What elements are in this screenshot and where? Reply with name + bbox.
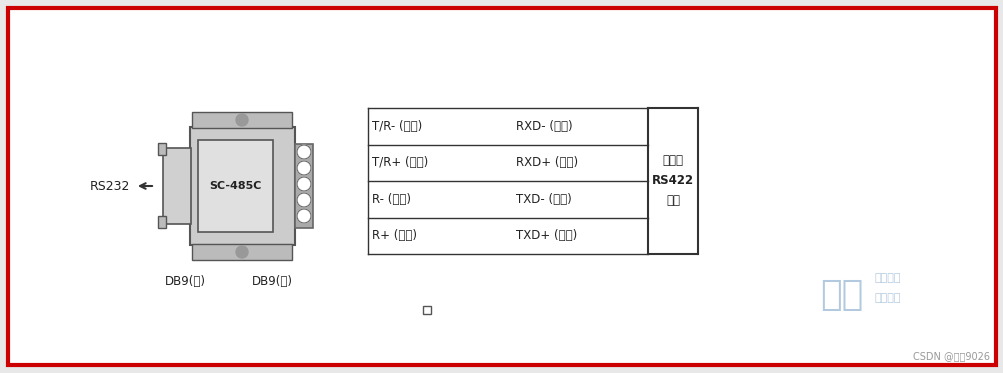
Bar — [295, 144, 313, 228]
Text: DB9(针): DB9(针) — [251, 275, 292, 288]
Text: TXD- (发送): TXD- (发送) — [516, 193, 571, 206]
Text: T/R+ (发送): T/R+ (发送) — [372, 156, 428, 169]
Text: 正版软件: 正版软件 — [875, 273, 901, 283]
Circle shape — [297, 145, 311, 159]
Bar — [157, 216, 165, 228]
Text: CSDN @木有9026: CSDN @木有9026 — [912, 351, 989, 361]
Text: SC-485C: SC-485C — [209, 181, 261, 191]
Bar — [157, 143, 165, 155]
Circle shape — [236, 114, 248, 126]
Bar — [198, 140, 273, 232]
Text: RS422: RS422 — [651, 175, 693, 188]
Circle shape — [297, 161, 311, 175]
Circle shape — [297, 209, 311, 223]
Bar — [192, 112, 292, 128]
Text: R- (接收): R- (接收) — [372, 193, 410, 206]
Text: RXD- (接收): RXD- (接收) — [516, 120, 572, 133]
Bar — [192, 244, 292, 260]
Text: 折扣平台: 折扣平台 — [875, 293, 901, 303]
Bar — [190, 127, 295, 245]
Circle shape — [236, 246, 248, 258]
Text: 接口: 接口 — [665, 194, 679, 207]
Text: RS232: RS232 — [89, 179, 129, 192]
Circle shape — [297, 193, 311, 207]
Text: TXD+ (发送): TXD+ (发送) — [516, 229, 577, 242]
Circle shape — [297, 177, 311, 191]
Text: R+ (接收): R+ (接收) — [372, 229, 416, 242]
Text: T/R- (发送): T/R- (发送) — [372, 120, 422, 133]
Text: 软市: 软市 — [819, 278, 863, 312]
Text: 设备的: 设备的 — [662, 154, 683, 167]
Text: DB9(孔): DB9(孔) — [164, 275, 206, 288]
Text: RXD+ (接收): RXD+ (接收) — [516, 156, 578, 169]
Bar — [162, 148, 191, 224]
Bar — [422, 305, 430, 314]
